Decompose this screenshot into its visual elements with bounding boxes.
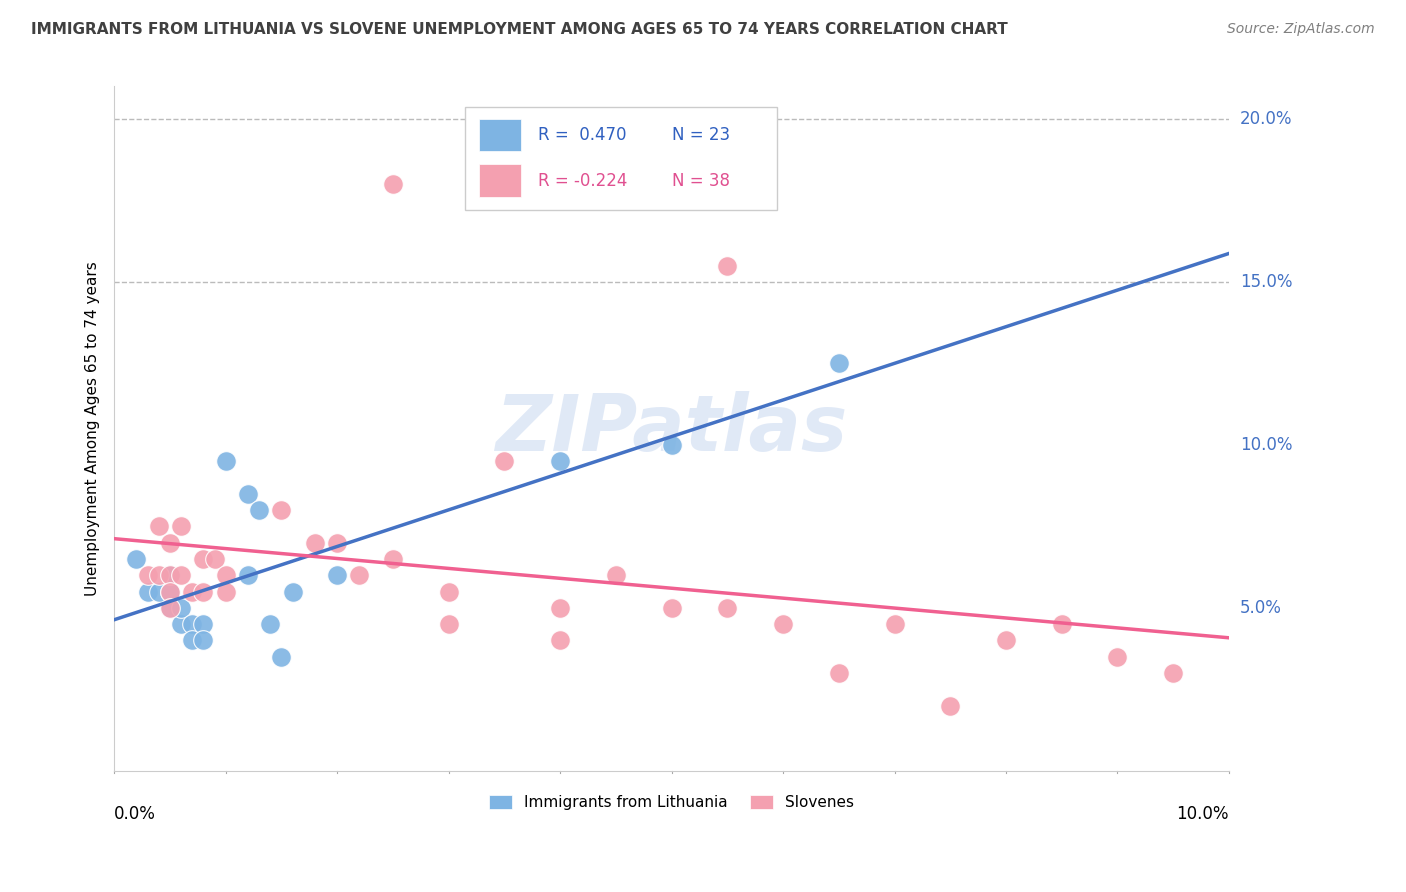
Point	[215, 584, 238, 599]
Point	[605, 568, 627, 582]
Point	[548, 454, 571, 468]
FancyBboxPatch shape	[478, 164, 522, 197]
Y-axis label: Unemployment Among Ages 65 to 74 years: Unemployment Among Ages 65 to 74 years	[86, 261, 100, 596]
Point	[661, 600, 683, 615]
Point	[716, 600, 738, 615]
Point	[193, 617, 215, 632]
Point	[148, 519, 170, 533]
Point	[193, 552, 215, 566]
Point	[270, 649, 292, 664]
Point	[772, 617, 794, 632]
Legend: Immigrants from Lithuania, Slovenes: Immigrants from Lithuania, Slovenes	[481, 788, 862, 818]
Text: ZIPatlas: ZIPatlas	[495, 391, 848, 467]
Text: 10.0%: 10.0%	[1177, 805, 1229, 823]
Point	[236, 568, 259, 582]
Point	[159, 600, 181, 615]
Point	[159, 568, 181, 582]
Point	[159, 584, 181, 599]
Point	[159, 600, 181, 615]
Text: 0.0%: 0.0%	[114, 805, 156, 823]
Point	[828, 665, 851, 680]
Point	[159, 535, 181, 549]
Point	[215, 454, 238, 468]
Point	[247, 503, 270, 517]
Text: IMMIGRANTS FROM LITHUANIA VS SLOVENE UNEMPLOYMENT AMONG AGES 65 TO 74 YEARS CORR: IMMIGRANTS FROM LITHUANIA VS SLOVENE UNE…	[31, 22, 1008, 37]
Point	[1050, 617, 1073, 632]
Text: N = 38: N = 38	[672, 172, 730, 190]
Point	[170, 519, 193, 533]
Point	[326, 535, 349, 549]
Point	[381, 177, 404, 191]
Point	[326, 568, 349, 582]
Point	[125, 552, 148, 566]
Point	[548, 600, 571, 615]
Point	[193, 633, 215, 648]
Point	[181, 617, 204, 632]
Point	[995, 633, 1018, 648]
Point	[259, 617, 281, 632]
Point	[349, 568, 371, 582]
Point	[181, 633, 204, 648]
Point	[204, 552, 226, 566]
Text: R = -0.224: R = -0.224	[538, 172, 627, 190]
Point	[148, 568, 170, 582]
Point	[136, 568, 159, 582]
Point	[939, 698, 962, 713]
Point	[148, 584, 170, 599]
Text: Source: ZipAtlas.com: Source: ZipAtlas.com	[1227, 22, 1375, 37]
Point	[170, 568, 193, 582]
Point	[159, 584, 181, 599]
Point	[661, 438, 683, 452]
Point	[437, 584, 460, 599]
Point	[494, 454, 516, 468]
Point	[136, 584, 159, 599]
FancyBboxPatch shape	[465, 107, 778, 210]
Point	[193, 584, 215, 599]
Point	[828, 356, 851, 370]
Point	[1161, 665, 1184, 680]
Point	[281, 584, 304, 599]
Point	[548, 633, 571, 648]
Text: N = 23: N = 23	[672, 126, 730, 144]
Text: 10.0%: 10.0%	[1240, 436, 1292, 454]
Text: 15.0%: 15.0%	[1240, 273, 1292, 291]
Point	[716, 259, 738, 273]
Point	[883, 617, 905, 632]
Point	[181, 584, 204, 599]
Point	[270, 503, 292, 517]
FancyBboxPatch shape	[478, 119, 522, 152]
Point	[381, 552, 404, 566]
Point	[304, 535, 326, 549]
Text: 5.0%: 5.0%	[1240, 599, 1282, 616]
Point	[437, 617, 460, 632]
Point	[170, 600, 193, 615]
Point	[236, 487, 259, 501]
Point	[170, 617, 193, 632]
Point	[159, 568, 181, 582]
Text: 20.0%: 20.0%	[1240, 110, 1292, 128]
Point	[215, 568, 238, 582]
Point	[1107, 649, 1129, 664]
Text: R =  0.470: R = 0.470	[538, 126, 626, 144]
